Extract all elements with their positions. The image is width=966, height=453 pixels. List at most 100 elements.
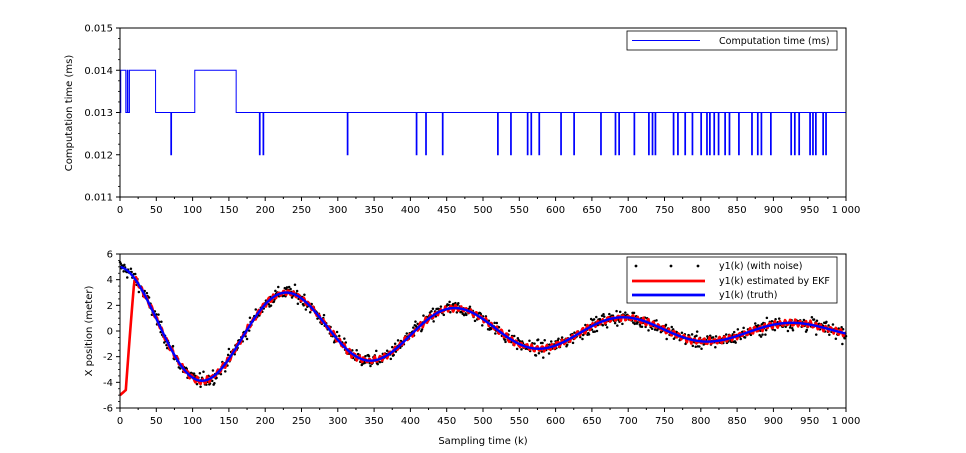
noise-point [777,317,781,320]
noise-point [565,343,569,347]
x-tick-label: 600 [546,416,565,427]
computation-time-x-ticks: 0 50 100 150 200 250 300 350 400 450 500 550 600 650 7… [117,197,860,216]
noise-point [277,285,280,289]
x-tick-label: 650 [582,205,601,216]
x-tick-label: 850 [728,205,747,216]
x-tick-label: 950 [800,416,819,427]
x-position-series-group [118,260,848,397]
noise-point [432,320,435,323]
noise-point [274,289,277,293]
noise-point [122,270,125,273]
noise-point [784,325,787,329]
y-tick-label: 0.015 [84,24,113,35]
x-tick-label: 600 [546,205,565,216]
noise-point [248,316,252,320]
noise-point [195,382,199,386]
x-tick-label: 200 [256,416,275,427]
noise-point [211,369,215,372]
noise-point [420,328,424,331]
noise-point [773,328,777,332]
noise-point [439,305,443,308]
y-tick-label: -6 [103,404,113,415]
noise-point [493,321,496,325]
y-tick-label: -4 [103,378,113,389]
noise-point [293,283,297,286]
x-tick-label: 900 [764,416,783,427]
y-tick-label: -2 [103,352,113,363]
noise-point [393,342,397,345]
noise-point [841,342,844,346]
noise-point [351,349,354,352]
x-position-x-label: Sampling time (k) [438,436,527,447]
noise-point [507,329,511,332]
noise-point [805,328,809,332]
x-tick-label: 1 000 [832,416,861,427]
noise-point [759,335,763,338]
x-tick-label: 700 [619,205,638,216]
x-tick-label: 400 [401,416,420,427]
computation-time-legend: Computation time (ms) [626,30,838,51]
x-tick-label: 550 [510,205,529,216]
noise-point [308,310,312,314]
noise-point [536,338,540,341]
noise-point [134,272,137,276]
noise-point [770,319,774,323]
noise-point [802,318,806,322]
noise-point [391,345,394,349]
noise-point [369,364,372,368]
x-tick-label: 450 [437,416,456,427]
x-tick-label: 750 [655,205,674,216]
noise-point [638,323,642,326]
noise-point [179,367,182,370]
x-tick-label: 950 [800,205,819,216]
noise-point [385,349,389,353]
noise-point [831,323,835,326]
noise-point [621,322,624,326]
noise-point [269,304,273,307]
noise-point [754,322,757,325]
noise-point [608,312,611,316]
legend-label-computation-time: Computation time (ms) [719,36,830,47]
noise-point [647,329,650,332]
noise-point [287,285,291,289]
noise-point [343,337,346,340]
noise-point [640,325,644,328]
noise-point [592,318,596,321]
noise-point [389,357,393,361]
noise-point [670,325,674,329]
noise-point [302,304,305,307]
x-tick-label: 500 [473,205,492,216]
computation-time-series-group [120,69,846,156]
legend-swatch-noise-marker [669,264,673,268]
computation-time-y-label: Computation time (ms) [64,55,75,172]
noise-point [495,321,499,325]
noise-point [129,267,133,270]
noise-point [422,314,425,317]
noise-point [541,341,544,345]
noise-point [605,326,609,329]
legend-label-truth: y1(k) (truth) [719,290,777,301]
x-tick-label: 800 [691,205,710,216]
x-tick-label: 150 [219,205,238,216]
x-tick-label: 700 [619,416,638,427]
x-tick-label: 350 [365,416,384,427]
noise-point [528,339,531,343]
noise-point [711,336,715,339]
noise-point [163,341,166,344]
x-tick-label: 750 [655,416,674,427]
noise-point [595,315,598,319]
noise-point [512,334,516,338]
noise-point [815,319,819,322]
noise-point [601,324,605,327]
noise-point [455,311,459,314]
noise-point [695,334,698,337]
noise-point [364,355,367,358]
noise-point [598,317,602,321]
x-tick-label: 850 [728,416,747,427]
noise-point [363,361,366,365]
noise-point [468,305,472,309]
noise-point [192,372,196,375]
x-tick-label: 650 [582,416,601,427]
legend-swatch-noise-marker [634,264,638,268]
